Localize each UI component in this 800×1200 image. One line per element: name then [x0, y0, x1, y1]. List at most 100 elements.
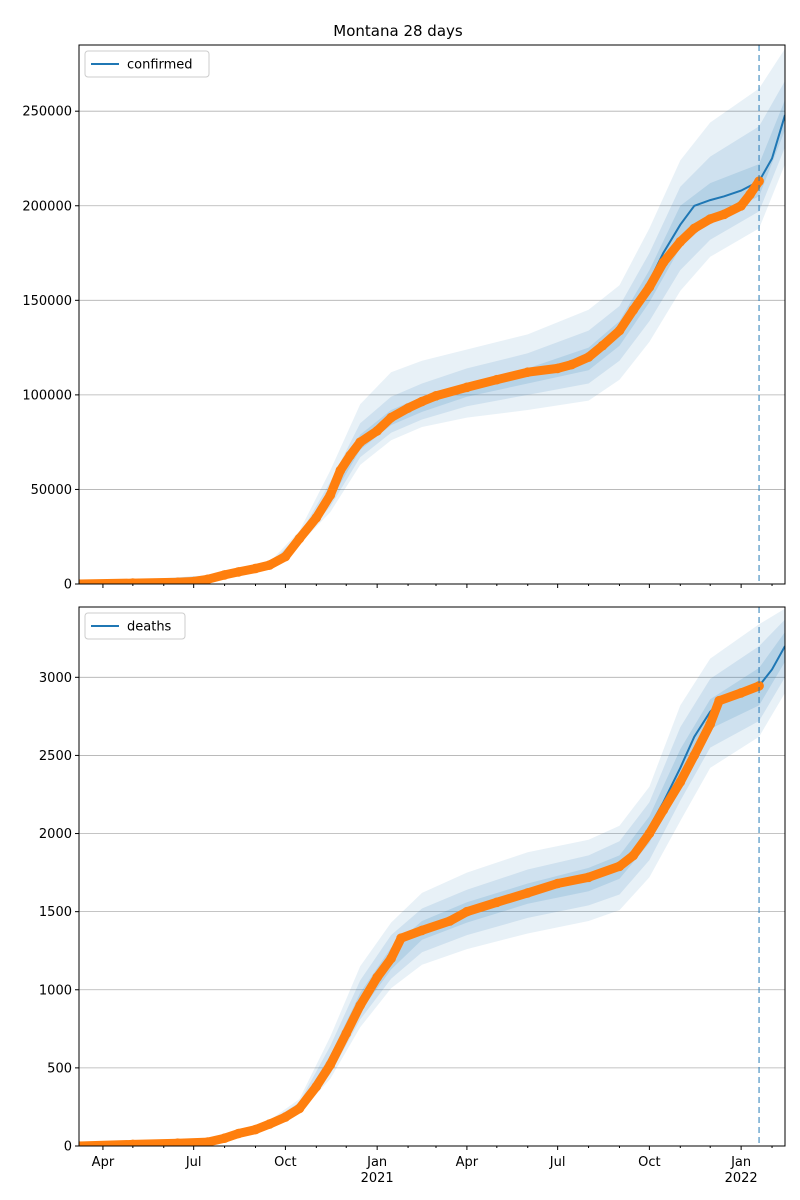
observed-point-7	[250, 563, 261, 574]
axes-frame	[78, 44, 786, 585]
observed-point-27	[597, 340, 608, 351]
band-outer	[79, 608, 785, 1146]
ytick-label-4: 200000	[22, 199, 72, 214]
xtick-label-4: Apr	[456, 1155, 479, 1170]
observed-point-10	[311, 1081, 322, 1092]
observed-point-33	[689, 223, 700, 234]
xtick-year-label-3: 2021	[361, 1171, 394, 1186]
observed-point-8	[280, 1112, 291, 1122]
observed-point-31	[658, 257, 669, 268]
xtick-label-3: Jan	[366, 1155, 387, 1170]
observed-point-23	[583, 872, 594, 883]
observed-point-29	[689, 750, 700, 761]
observed-point-4	[219, 1133, 230, 1143]
observed-point-11	[325, 1060, 336, 1070]
observed-point-22	[552, 878, 563, 889]
legend-label: deaths	[127, 620, 172, 635]
ytick-label-4: 2000	[39, 827, 72, 842]
observed-point-16	[372, 426, 383, 436]
legend-box	[84, 612, 186, 640]
observed-point-26	[583, 352, 594, 362]
observed-point-15	[355, 437, 366, 448]
observed-point-17	[386, 412, 396, 423]
observed-point-9	[294, 1103, 305, 1114]
ytick-label-1: 50000	[31, 483, 72, 498]
xtick-label-5: Jul	[549, 1155, 566, 1170]
observed-point-18	[403, 403, 413, 413]
observed-point-6	[250, 1124, 261, 1135]
observed-point-25	[628, 850, 639, 861]
observed-point-15	[386, 953, 396, 964]
observed-point-37	[745, 189, 755, 200]
observed-point-30	[644, 282, 655, 292]
observed-point-11	[311, 513, 322, 523]
observed-point-29	[628, 305, 639, 315]
observed-point-9	[280, 551, 291, 562]
observed-point-21	[522, 888, 533, 898]
observed-point-24	[552, 363, 563, 374]
legend: deaths	[84, 612, 186, 640]
ytick-label-6: 3000	[39, 671, 72, 686]
observed-point-1	[128, 1139, 138, 1146]
xtick-label-7: Jan	[730, 1155, 751, 1170]
observed-point-32	[736, 688, 746, 698]
observed-point-4	[202, 574, 213, 584]
observed-point-8	[264, 560, 275, 570]
observed-point-1	[128, 578, 138, 584]
legend-box	[84, 50, 210, 78]
observed-point-21	[462, 382, 472, 393]
observed-point-26	[644, 828, 655, 839]
ytick-label-3: 1500	[39, 905, 72, 920]
observed-point-24	[614, 861, 625, 872]
observed-point-32	[675, 236, 686, 247]
observed-point-3	[202, 1137, 213, 1146]
xtick-label-1: Jul	[185, 1155, 202, 1170]
observed-point-20	[431, 391, 441, 401]
legend-label: confirmed	[127, 58, 193, 73]
ytick-label-5: 250000	[22, 105, 72, 120]
observed-point-2	[172, 1138, 183, 1146]
observed-point-38	[754, 176, 764, 186]
observed-point-19	[417, 396, 427, 407]
observed-point-2	[172, 577, 183, 584]
observed-point-19	[462, 906, 472, 917]
xtick-label-6: Oct	[638, 1155, 660, 1170]
xtick-year-label-7: 2022	[725, 1171, 758, 1186]
observed-point-22	[492, 374, 502, 385]
observed-point-0	[79, 1141, 84, 1146]
observed-point-0	[79, 579, 84, 584]
observed-point-30	[705, 719, 715, 729]
ytick-label-0: 0	[64, 578, 72, 593]
observed-point-34	[705, 214, 715, 224]
observed-point-12	[325, 490, 336, 500]
observed-point-28	[675, 777, 686, 787]
confirmed-panel: 0 50000 100000 150000 200000 250000 confirmed	[22, 44, 786, 593]
observed-point-5	[233, 1128, 244, 1139]
ytick-label-0: 0	[64, 1140, 72, 1155]
observed-point-13	[335, 465, 346, 476]
observed-point-17	[417, 925, 427, 936]
observed-point-6	[233, 567, 244, 577]
observed-point-14	[372, 972, 383, 983]
observed-point-10	[294, 533, 305, 544]
ytick-label-2: 100000	[22, 388, 72, 403]
observed-point-25	[566, 359, 577, 370]
band-outer	[79, 48, 785, 584]
observed-point-7	[264, 1119, 275, 1129]
observed-point-33	[754, 681, 764, 691]
observed-point-36	[736, 201, 746, 211]
ytick-label-1: 500	[47, 1061, 72, 1076]
observed-point-27	[658, 805, 669, 815]
observed-point-28	[614, 325, 625, 336]
chart-title: Montana 28 days	[333, 22, 463, 40]
observed-point-16	[396, 933, 406, 943]
observed-point-23	[522, 367, 533, 378]
observed-point-12	[341, 1028, 352, 1039]
legend: confirmed	[84, 50, 210, 78]
observed-point-35	[719, 209, 729, 220]
observed-line	[79, 681, 764, 1146]
xtick-label-0: Apr	[92, 1155, 115, 1170]
